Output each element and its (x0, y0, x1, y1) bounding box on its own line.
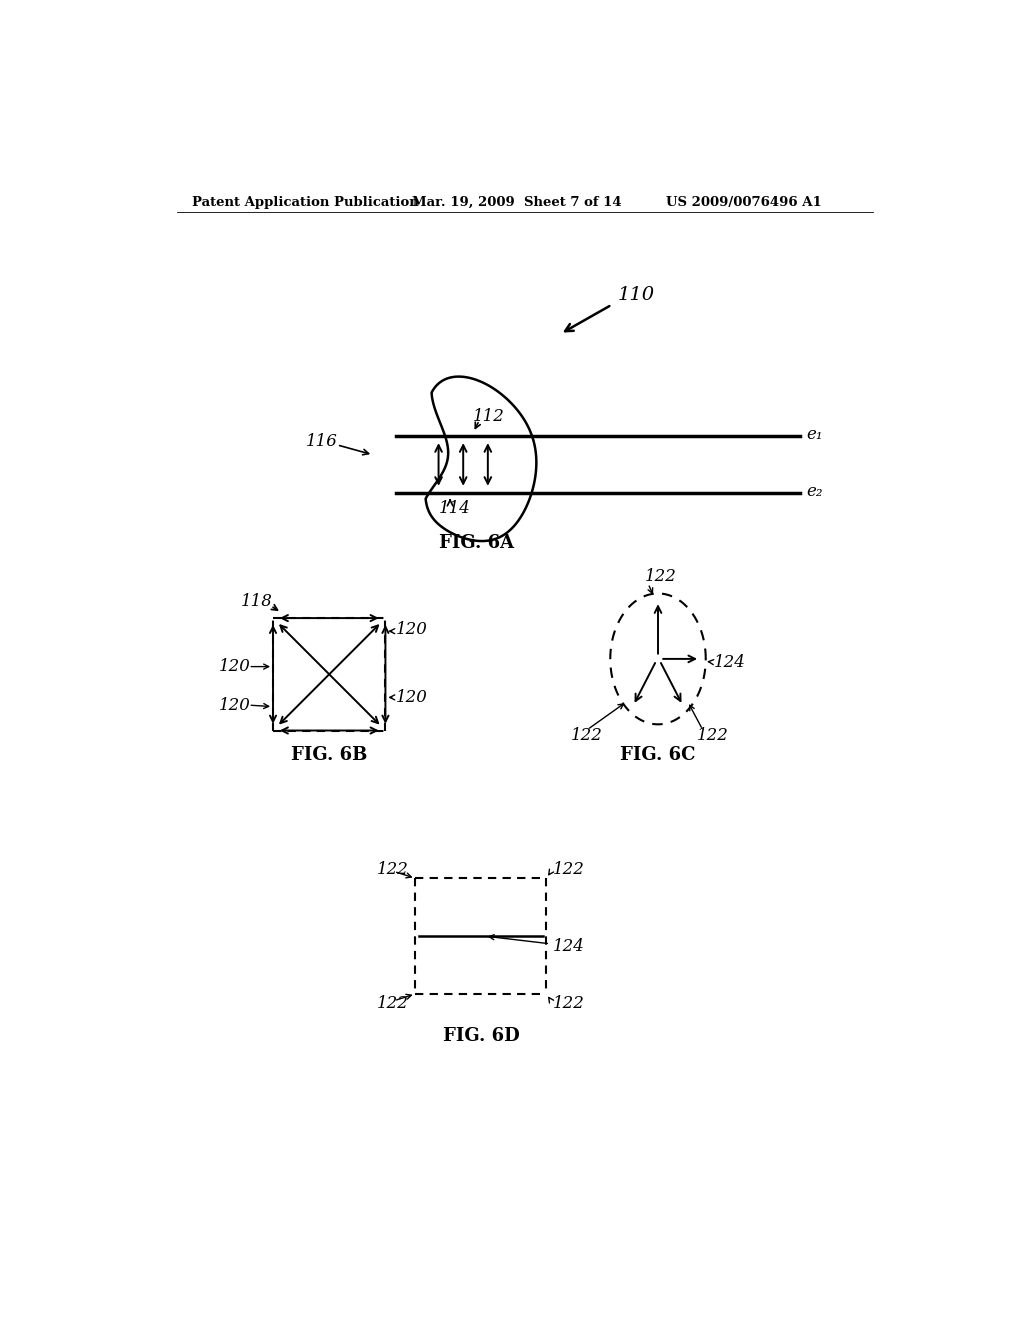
Text: 112: 112 (473, 408, 505, 425)
Text: 124: 124 (714, 655, 745, 672)
Text: FIG. 6B: FIG. 6B (291, 746, 368, 764)
Text: e₂: e₂ (807, 483, 823, 500)
Text: FIG. 6C: FIG. 6C (621, 746, 695, 764)
Text: 114: 114 (438, 500, 470, 517)
Text: 122: 122 (571, 727, 603, 744)
Text: 122: 122 (553, 861, 585, 878)
Text: 122: 122 (377, 861, 409, 878)
Text: 122: 122 (377, 994, 409, 1011)
Text: Patent Application Publication: Patent Application Publication (193, 195, 419, 209)
Text: 116: 116 (306, 433, 338, 450)
Text: 118: 118 (241, 593, 272, 610)
Text: FIG. 6D: FIG. 6D (442, 1027, 519, 1045)
Text: 122: 122 (553, 994, 585, 1011)
Text: FIG. 6A: FIG. 6A (439, 535, 515, 552)
Text: 120: 120 (396, 689, 428, 706)
Text: e₁: e₁ (807, 425, 823, 442)
Text: 122: 122 (696, 727, 728, 744)
Text: 124: 124 (553, 939, 585, 956)
Text: 122: 122 (645, 568, 677, 585)
Text: 120: 120 (396, 622, 428, 638)
Text: 110: 110 (617, 285, 654, 304)
Text: 120: 120 (219, 697, 251, 714)
Text: US 2009/0076496 A1: US 2009/0076496 A1 (666, 195, 821, 209)
Text: Mar. 19, 2009  Sheet 7 of 14: Mar. 19, 2009 Sheet 7 of 14 (412, 195, 622, 209)
Text: 120: 120 (219, 659, 251, 675)
